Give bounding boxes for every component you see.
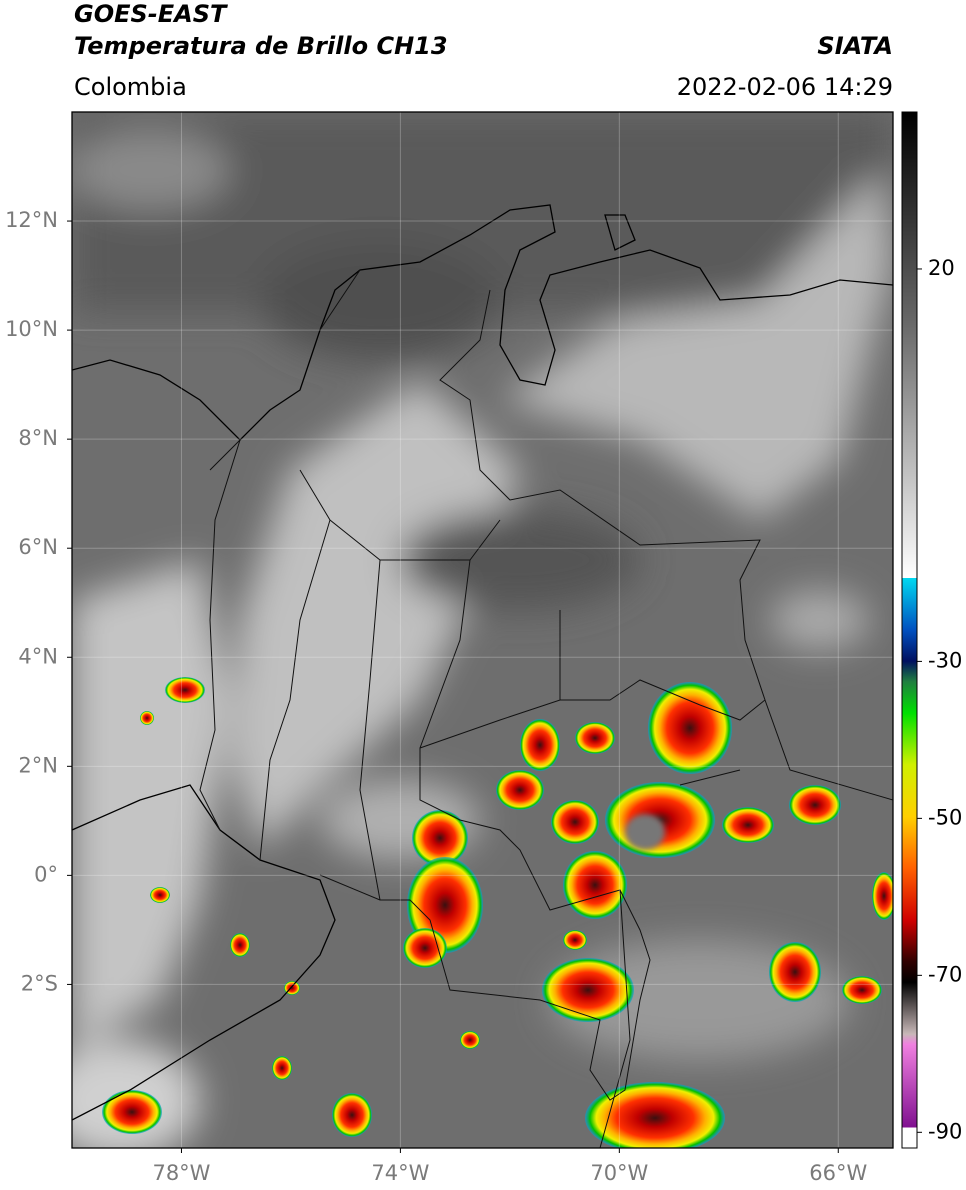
satellite-image — [72, 112, 893, 1148]
colorbar-tick-label: -90 — [928, 1119, 962, 1143]
convective-cells — [102, 677, 893, 1148]
colorbar-tick-label: -50 — [928, 805, 962, 829]
y-tick-label: 12°N — [5, 208, 58, 232]
x-tick-label: 78°W — [152, 1161, 210, 1185]
y-tick-label: 6°N — [18, 535, 58, 559]
colorbar-tick-label: -70 — [928, 962, 962, 986]
graticule — [72, 112, 893, 1148]
y-tick-label: 10°N — [5, 317, 58, 341]
source: SIATA — [817, 32, 893, 60]
coastline — [72, 204, 893, 441]
map-frame — [71, 111, 894, 1149]
region: Colombia — [74, 73, 187, 101]
x-tick-label: 74°W — [371, 1161, 429, 1185]
y-tick-label: 4°N — [18, 644, 58, 668]
datetime: 2022-02-06 14:29 — [677, 73, 893, 101]
y-tick-label: 2°N — [18, 753, 58, 777]
x-tick-label: 70°W — [590, 1161, 648, 1185]
subtitle: Temperatura de Brillo CH13 — [74, 32, 448, 60]
colorbar — [901, 111, 918, 1149]
y-tick-label: 2°S — [21, 971, 58, 995]
x-tick-label: 66°W — [809, 1161, 867, 1185]
y-tick-label: 8°N — [18, 426, 58, 450]
country-border — [209, 269, 893, 1148]
title: GOES-EAST — [74, 0, 228, 28]
y-tick-label: 0° — [34, 862, 58, 886]
colorbar-tick-label: 20 — [928, 256, 955, 280]
colorbar-tick-label: -30 — [928, 648, 962, 672]
